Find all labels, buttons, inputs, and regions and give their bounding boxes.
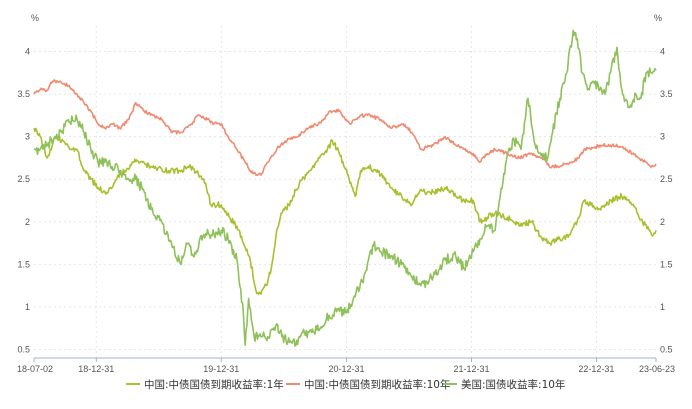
x-tick-label: 21-12-31 (453, 364, 489, 374)
y-tick-label-left: 2 (25, 217, 30, 227)
y-tick-label-left: 2.5 (17, 174, 30, 184)
x-axis: 18-07-02 18-12-31 19-12-31 20-12-31 21-12-31… (17, 357, 675, 374)
y-tick-label-left: 1 (25, 302, 30, 312)
right-y-axis: 0.5 1 1.5 2 2.5 3 3.5 4 (660, 47, 673, 355)
y-tick-label-right: 1 (660, 302, 665, 312)
x-tick-label: 19-12-31 (203, 364, 239, 374)
x-tick-label: 23-06-23 (639, 364, 675, 374)
x-tick-label: 20-12-31 (329, 364, 365, 374)
y-tick-label-right: 3.5 (660, 89, 673, 99)
series-line-2 (33, 79, 657, 177)
legend-label-2: 中国:中债国债到期收益率:10年 (304, 378, 450, 391)
y-tick-label-left: 0.5 (17, 344, 30, 354)
series-line-1 (33, 127, 657, 296)
left-y-axis: 0.5 1 1.5 2 2.5 3 3.5 4 (17, 47, 30, 355)
legend: 中国:中债国债到期收益率:1年 中国:中债国债到期收益率:10年 美国:国债收益率:… (126, 378, 565, 391)
x-tick-label: 18-07-02 (17, 364, 53, 374)
y-tick-label-left: 3 (25, 132, 30, 142)
y-tick-label-left: 3.5 (17, 89, 30, 99)
left-y-unit: % (31, 13, 39, 23)
y-tick-label-right: 2.5 (660, 174, 673, 184)
x-tick-label: 18-12-31 (78, 364, 114, 374)
y-tick-label-right: 3 (660, 132, 665, 142)
y-tick-label-left: 1.5 (17, 259, 30, 269)
legend-label-3: 美国:国债收益率:10年 (461, 378, 565, 391)
legend-label-1: 中国:中债国债到期收益率:1年 (144, 378, 284, 391)
series-line-3 (33, 29, 657, 347)
y-tick-label-right: 0.5 (660, 344, 673, 354)
x-tick-label: 22-12-31 (578, 364, 614, 374)
y-tick-label-right: 1.5 (660, 259, 673, 269)
series-lines (33, 29, 657, 347)
right-y-unit: % (654, 13, 662, 23)
grid-lines (34, 26, 656, 358)
y-tick-label-right: 4 (660, 47, 665, 57)
y-tick-label-left: 4 (25, 47, 30, 57)
y-tick-label-right: 2 (660, 217, 665, 227)
